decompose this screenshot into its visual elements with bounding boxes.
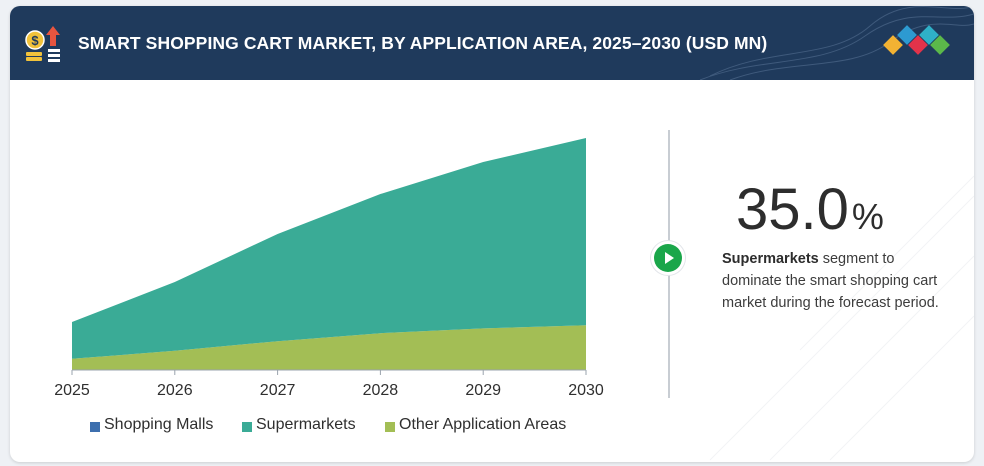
diamond-logo-icon — [883, 25, 950, 55]
chart-title: SMART SHOPPING CART MARKET, BY APPLICATI… — [78, 33, 768, 53]
area-other-application-areas — [72, 325, 586, 370]
x-tick-label: 2028 — [363, 382, 399, 399]
plot-area — [72, 138, 586, 370]
highlight-value: 35.0 — [736, 177, 849, 242]
x-tick-label: 2026 — [157, 382, 193, 399]
x-tick-label: 2030 — [568, 382, 604, 399]
play-button-circle — [654, 244, 682, 272]
play-icon — [665, 252, 674, 264]
header-bar: $ SMART SHOPPING CART MARKET, BY APPLICA… — [10, 6, 974, 80]
x-tick-label: 2025 — [54, 382, 90, 399]
legend-swatch-shopping-malls — [90, 422, 100, 432]
area-chart: 2025 2026 2027 2028 2029 2030 — [54, 138, 974, 461]
highlight-segment: Supermarkets — [722, 251, 819, 267]
x-tick-label: 2027 — [260, 382, 296, 399]
legend-label-supermarkets: Supermarkets — [256, 416, 356, 433]
play-button[interactable] — [651, 241, 685, 275]
x-tick-label: 2029 — [465, 382, 501, 399]
svg-text:$: $ — [31, 33, 39, 48]
legend-swatch-other-application-areas — [385, 422, 395, 432]
money-growth-icon: $ — [25, 26, 60, 62]
highlight-stat: 35.0% — [736, 176, 884, 243]
legend-label-other-application-areas: Other Application Areas — [399, 416, 567, 433]
legend-label-shopping-malls: Shopping Malls — [104, 416, 214, 433]
legend-swatch-supermarkets — [242, 422, 252, 432]
x-axis: 2025 2026 2027 2028 2029 2030 — [54, 369, 604, 399]
background-pattern — [709, 175, 974, 461]
area-supermarkets — [72, 138, 586, 359]
highlight-text: segment to dominate the smart shopping c… — [722, 251, 939, 311]
highlight-description: Supermarkets segment to dominate the sma… — [722, 248, 944, 314]
highlight-unit: % — [851, 196, 884, 237]
infographic-card: $ SMART SHOPPING CART MARKET, BY APPLICA… — [10, 6, 974, 462]
